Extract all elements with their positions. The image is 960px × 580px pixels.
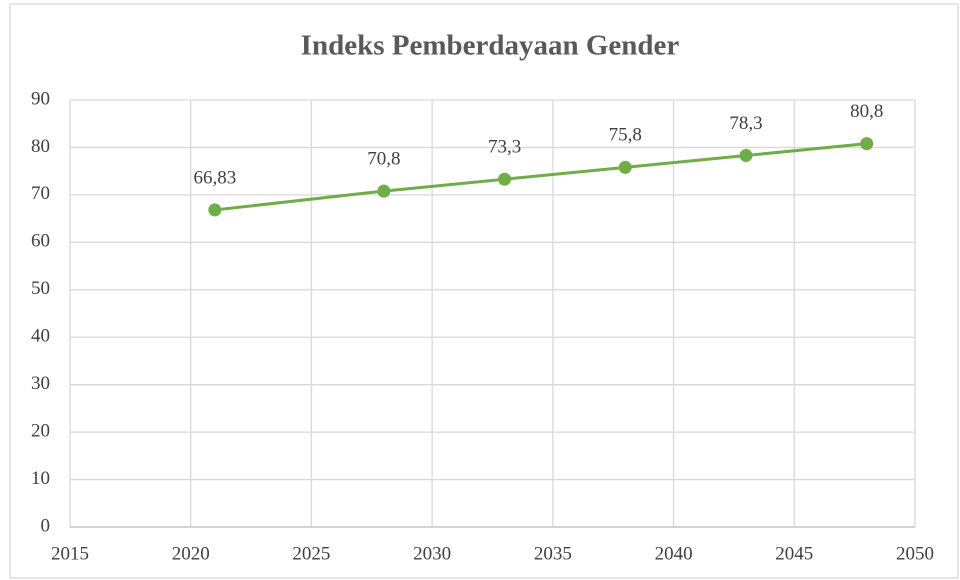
data-point [377,184,391,198]
y-tick-label: 20 [31,420,50,441]
y-tick-label: 0 [41,515,51,536]
y-tick-label: 80 [31,136,50,157]
data-label: 70,8 [367,148,400,169]
series-line [214,142,867,212]
x-tick-label: 2045 [775,543,813,564]
data-label: 73,3 [488,137,521,158]
y-tick-label: 10 [31,468,50,489]
x-tick-label: 2025 [292,543,330,564]
data-point [739,149,753,163]
chart-title: Indeks Pemberdayaan Gender [301,30,680,62]
x-tick-label: 2030 [413,543,451,564]
y-tick-label: 60 [31,231,50,252]
y-tick-label: 70 [31,183,50,204]
data-point [860,137,874,151]
data-point [208,203,222,217]
x-tick-label: 2035 [534,543,572,564]
data-label: 80,8 [850,101,883,122]
y-tick-label: 30 [31,373,50,394]
data-label: 66,83 [193,167,236,188]
x-tick-label: 2050 [896,543,934,564]
chart-frame [9,3,959,579]
y-tick-label: 40 [31,326,50,347]
y-tick-label: 90 [31,88,50,109]
y-tick-label: 50 [31,278,50,299]
x-tick-label: 2040 [655,543,693,564]
x-tick-label: 2015 [51,543,89,564]
data-label: 75,8 [609,125,642,146]
x-tick-label: 2020 [172,543,210,564]
data-label: 78,3 [729,113,762,134]
data-point [618,160,632,174]
data-point [498,172,512,186]
